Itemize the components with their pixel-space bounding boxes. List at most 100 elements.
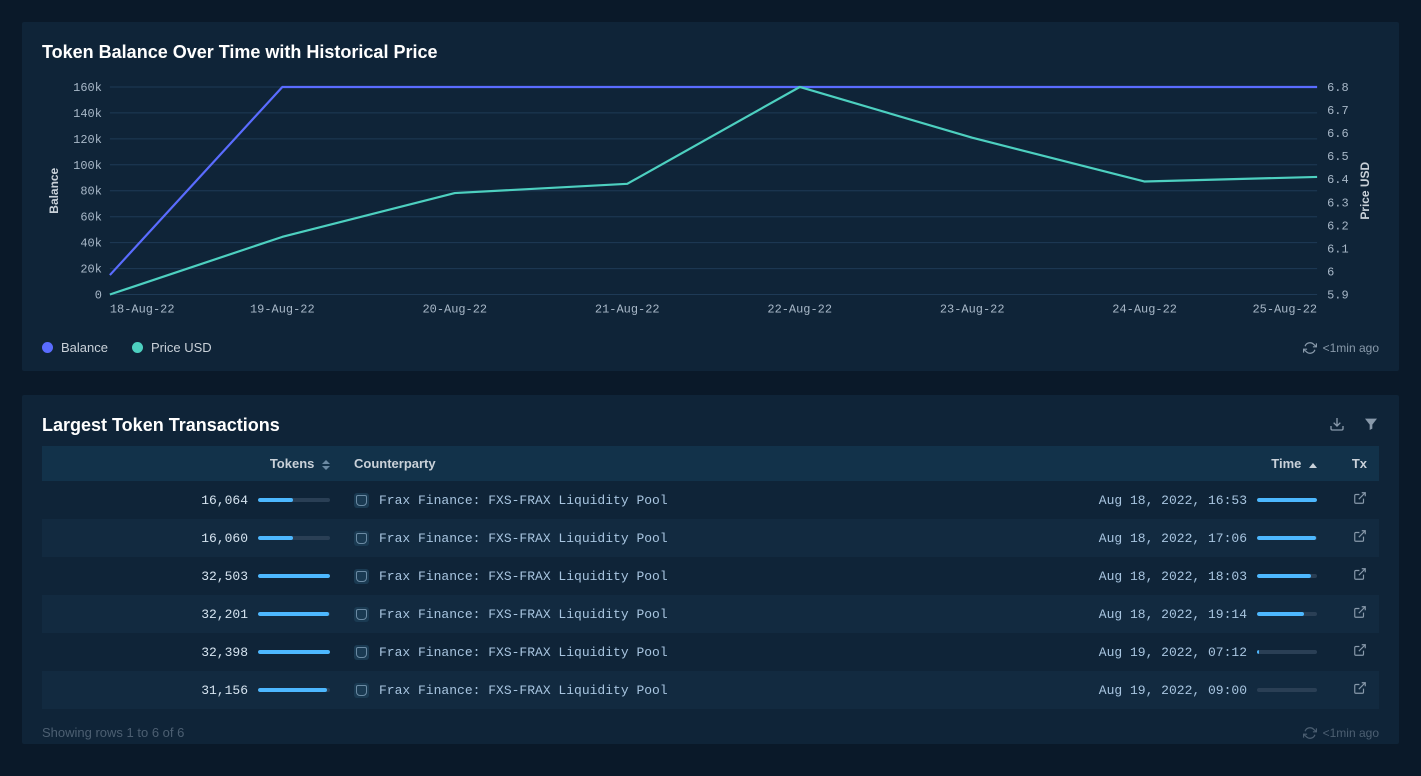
refresh-indicator[interactable]: <1min ago — [1303, 341, 1379, 355]
cell-tokens: 32,503 — [42, 557, 342, 595]
svg-text:24-Aug-22: 24-Aug-22 — [1112, 302, 1177, 316]
cell-counterparty: Frax Finance: FXS-FRAX Liquidity Pool — [342, 557, 1069, 595]
tx-actions — [1329, 416, 1379, 435]
svg-text:6: 6 — [1327, 265, 1334, 279]
table-row[interactable]: 16,064 Frax Finance: FXS-FRAX Liquidity … — [42, 481, 1379, 519]
col-tokens[interactable]: Tokens — [42, 446, 342, 481]
legend-label: Price USD — [151, 340, 212, 355]
external-link-icon[interactable] — [1353, 684, 1367, 699]
time-value: Aug 18, 2022, 19:14 — [1099, 607, 1247, 622]
col-tx[interactable]: Tx — [1329, 446, 1379, 481]
chart-footer: Balance Price USD <1min ago — [42, 340, 1379, 355]
col-label: Time — [1271, 456, 1301, 471]
cell-tx — [1329, 519, 1379, 557]
svg-text:20k: 20k — [80, 263, 102, 277]
cell-counterparty: Frax Finance: FXS-FRAX Liquidity Pool — [342, 595, 1069, 633]
tokens-bar — [258, 574, 330, 578]
col-label: Tx — [1352, 456, 1367, 471]
counterparty-name[interactable]: Frax Finance: FXS-FRAX Liquidity Pool — [379, 683, 668, 698]
counterparty-icon — [354, 645, 369, 660]
external-link-icon[interactable] — [1353, 494, 1367, 509]
cell-tokens: 16,064 — [42, 481, 342, 519]
cell-tx — [1329, 633, 1379, 671]
tokens-value: 31,156 — [201, 683, 248, 698]
table-row[interactable]: 31,156 Frax Finance: FXS-FRAX Liquidity … — [42, 671, 1379, 709]
balance-price-chart[interactable]: 020k40k60k80k100k120k140k160k5.966.16.26… — [42, 81, 1379, 320]
refresh-text: <1min ago — [1323, 341, 1379, 355]
tokens-bar — [258, 688, 330, 692]
tokens-bar — [258, 536, 330, 540]
svg-text:5.9: 5.9 — [1327, 289, 1349, 303]
svg-text:19-Aug-22: 19-Aug-22 — [250, 302, 315, 316]
svg-text:21-Aug-22: 21-Aug-22 — [595, 302, 660, 316]
table-row[interactable]: 32,503 Frax Finance: FXS-FRAX Liquidity … — [42, 557, 1379, 595]
table-row[interactable]: 32,201 Frax Finance: FXS-FRAX Liquidity … — [42, 595, 1379, 633]
external-link-icon[interactable] — [1353, 532, 1367, 547]
svg-text:18-Aug-22: 18-Aug-22 — [110, 302, 175, 316]
time-bar — [1257, 612, 1317, 616]
tokens-bar — [258, 612, 330, 616]
external-link-icon[interactable] — [1353, 570, 1367, 585]
tokens-value: 16,060 — [201, 531, 248, 546]
svg-text:6.8: 6.8 — [1327, 81, 1349, 95]
download-icon[interactable] — [1329, 416, 1345, 435]
table-row[interactable]: 32,398 Frax Finance: FXS-FRAX Liquidity … — [42, 633, 1379, 671]
time-bar — [1257, 498, 1317, 502]
col-label: Tokens — [270, 456, 315, 471]
sort-up-icon — [1309, 463, 1317, 468]
counterparty-icon — [354, 607, 369, 622]
cell-tx — [1329, 671, 1379, 709]
counterparty-icon — [354, 569, 369, 584]
counterparty-name[interactable]: Frax Finance: FXS-FRAX Liquidity Pool — [379, 531, 668, 546]
counterparty-name[interactable]: Frax Finance: FXS-FRAX Liquidity Pool — [379, 645, 668, 660]
tokens-value: 32,503 — [201, 569, 248, 584]
refresh-icon — [1303, 726, 1317, 740]
cell-counterparty: Frax Finance: FXS-FRAX Liquidity Pool — [342, 481, 1069, 519]
chart-panel: Token Balance Over Time with Historical … — [22, 22, 1399, 371]
cell-tokens: 32,201 — [42, 595, 342, 633]
counterparty-name[interactable]: Frax Finance: FXS-FRAX Liquidity Pool — [379, 493, 668, 508]
transactions-panel: Largest Token Transactions Tokens Counte… — [22, 395, 1399, 744]
svg-text:22-Aug-22: 22-Aug-22 — [767, 302, 832, 316]
footer-text: Showing rows 1 to 6 of 6 — [42, 725, 184, 740]
svg-text:Balance: Balance — [47, 167, 61, 213]
counterparty-name[interactable]: Frax Finance: FXS-FRAX Liquidity Pool — [379, 607, 668, 622]
time-value: Aug 18, 2022, 16:53 — [1099, 493, 1247, 508]
tokens-value: 16,064 — [201, 493, 248, 508]
svg-text:140k: 140k — [73, 107, 102, 121]
tokens-bar — [258, 650, 330, 654]
external-link-icon[interactable] — [1353, 646, 1367, 661]
external-link-icon[interactable] — [1353, 608, 1367, 623]
tokens-value: 32,398 — [201, 645, 248, 660]
svg-text:6.1: 6.1 — [1327, 242, 1349, 256]
svg-text:6.6: 6.6 — [1327, 127, 1349, 141]
table-row[interactable]: 16,060 Frax Finance: FXS-FRAX Liquidity … — [42, 519, 1379, 557]
cell-time: Aug 18, 2022, 19:14 — [1069, 595, 1329, 633]
svg-text:6.4: 6.4 — [1327, 173, 1349, 187]
svg-text:6.3: 6.3 — [1327, 196, 1349, 210]
cell-tokens: 16,060 — [42, 519, 342, 557]
filter-icon[interactable] — [1363, 416, 1379, 435]
time-bar — [1257, 574, 1317, 578]
svg-text:120k: 120k — [73, 133, 102, 147]
cell-tx — [1329, 481, 1379, 519]
col-time[interactable]: Time — [1069, 446, 1329, 481]
refresh-indicator[interactable]: <1min ago — [1303, 726, 1379, 740]
refresh-icon — [1303, 341, 1317, 355]
legend-item-price[interactable]: Price USD — [132, 340, 212, 355]
cell-time: Aug 18, 2022, 16:53 — [1069, 481, 1329, 519]
table-header-row: Tokens Counterparty Time Tx — [42, 446, 1379, 481]
legend-item-balance[interactable]: Balance — [42, 340, 108, 355]
time-value: Aug 18, 2022, 18:03 — [1099, 569, 1247, 584]
tokens-bar — [258, 498, 330, 502]
svg-text:80k: 80k — [80, 185, 102, 199]
time-value: Aug 18, 2022, 17:06 — [1099, 531, 1247, 546]
svg-text:23-Aug-22: 23-Aug-22 — [940, 302, 1005, 316]
sort-icon — [322, 460, 330, 470]
counterparty-name[interactable]: Frax Finance: FXS-FRAX Liquidity Pool — [379, 569, 668, 584]
time-bar — [1257, 536, 1317, 540]
col-counterparty[interactable]: Counterparty — [342, 446, 1069, 481]
svg-text:60k: 60k — [80, 211, 102, 225]
tx-panel-header: Largest Token Transactions — [42, 415, 1379, 436]
time-value: Aug 19, 2022, 07:12 — [1099, 645, 1247, 660]
